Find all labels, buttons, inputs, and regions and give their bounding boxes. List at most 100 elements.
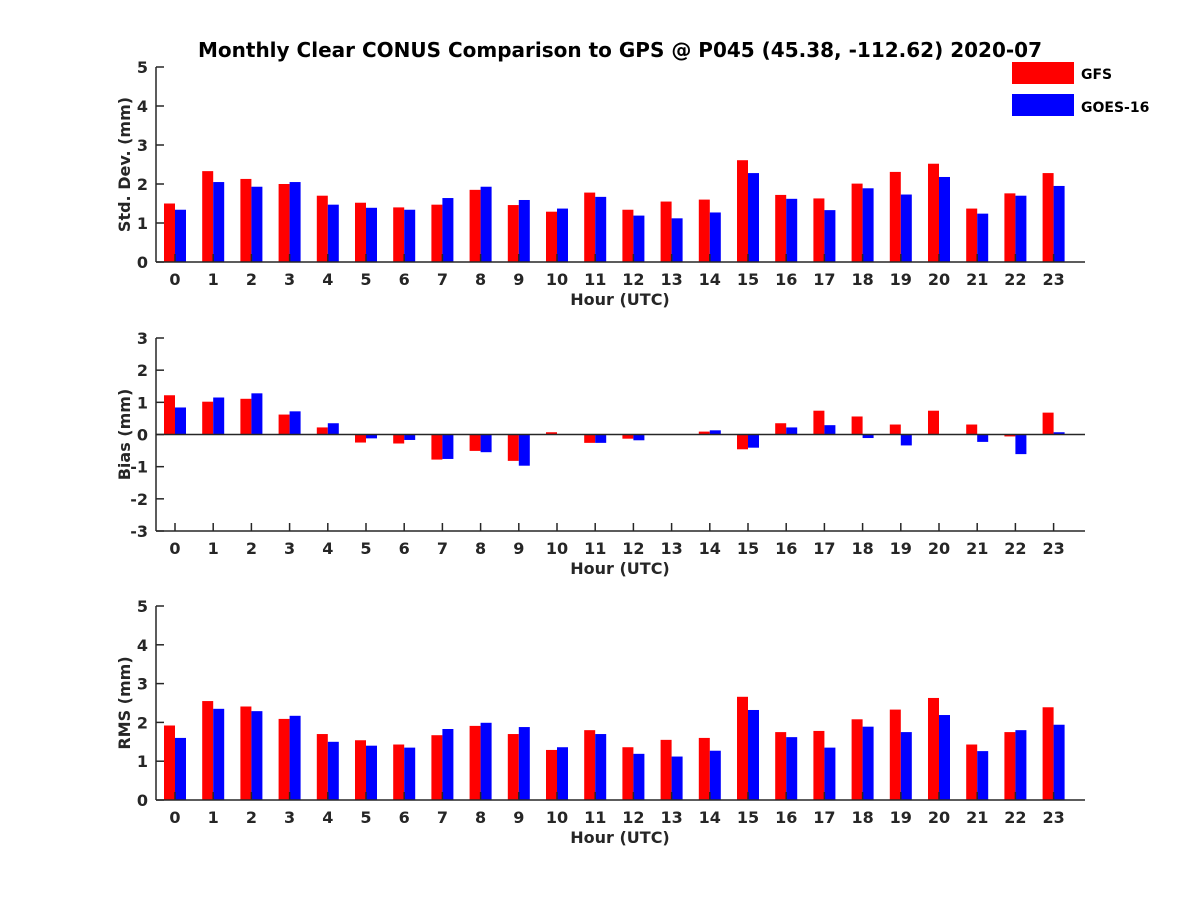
std-dev-bar-gfs-hour-9 [507,205,519,262]
rms-xtick-label: 19 [890,808,912,827]
bias-bar-goes16-hour-2 [251,393,263,435]
bias-xtick-label: 11 [584,539,606,558]
std-dev-xlabel: Hour (UTC) [570,290,670,309]
std-dev-bar-goes16-hour-8 [480,186,492,262]
rms-xtick-label: 18 [851,808,873,827]
std-dev-bar-goes16-hour-15 [748,173,759,262]
std-dev-bar-goes16-hour-21 [977,213,989,262]
bias-bar-goes16-hour-7 [442,434,454,459]
bias-ytick-label: -1 [130,458,148,477]
bias-ytick-label: 1 [137,393,148,412]
rms-xtick-label: 20 [928,808,950,827]
bias-xlabel: Hour (UTC) [570,559,670,578]
bias-xtick-label: 20 [928,539,950,558]
rms-bar-goes16-hour-9 [518,727,530,800]
std-dev-xtick-label: 2 [246,270,257,289]
bias-bar-gfs-hour-23 [1042,412,1054,435]
rms-bar-gfs-hour-16 [775,732,787,800]
rms-bar-gfs-hour-15 [737,696,748,800]
std-dev-bar-gfs-hour-6 [393,207,405,262]
rms-xtick-label: 6 [399,808,410,827]
rms-xtick-label: 9 [513,808,524,827]
rms-bar-gfs-hour-13 [660,739,672,800]
std-dev-bar-goes16-hour-9 [518,199,530,262]
rms-bar-goes16-hour-3 [289,715,301,800]
rms-bar-goes16-hour-4 [327,741,339,800]
std-dev-xtick-label: 1 [208,270,219,289]
std-dev-xtick-label: 4 [322,270,333,289]
bias-xtick-label: 14 [699,539,721,558]
rms-xtick-label: 3 [284,808,295,827]
std-dev-xtick-label: 13 [660,270,682,289]
bias-bar-goes16-hour-1 [213,397,225,435]
std-dev-bar-goes16-hour-22 [1015,195,1027,262]
std-dev-bar-goes16-hour-2 [251,186,263,262]
bias-bar-gfs-hour-1 [202,401,214,435]
std-dev-bar-goes16-hour-0 [175,209,186,262]
std-dev-bar-gfs-hour-0 [164,203,175,262]
legend-swatch-gfs [1012,62,1074,84]
rms-bar-gfs-hour-7 [431,735,443,800]
rms-xtick-label: 1 [208,808,219,827]
rms-bar-gfs-hour-20 [928,697,939,800]
std-dev-bar-gfs-hour-10 [546,211,557,262]
bias-bar-gfs-hour-17 [813,410,825,435]
std-dev-bar-gfs-hour-11 [584,192,596,262]
bias-xtick-label: 23 [1042,539,1064,558]
rms-bar-goes16-hour-22 [1015,730,1027,800]
std-dev-bar-goes16-hour-23 [1053,185,1065,262]
bias-ytick-label: 2 [137,361,148,380]
rms-bar-goes16-hour-15 [748,709,759,800]
rms-xtick-label: 14 [699,808,721,827]
std-dev-bar-goes16-hour-12 [633,215,645,262]
bias-bar-goes16-hour-14 [709,430,721,435]
rms-xtick-label: 8 [475,808,486,827]
rms-bar-gfs-hour-3 [278,718,290,800]
rms-bar-gfs-hour-4 [316,734,328,800]
std-dev-xtick-label: 21 [966,270,988,289]
bias-bar-gfs-hour-15 [737,434,748,450]
std-dev-xtick-label: 11 [584,270,606,289]
std-dev-bar-gfs-hour-13 [660,201,672,262]
bias-xtick-label: 6 [399,539,410,558]
std-dev-ylabel: Std. Dev. (mm) [115,97,134,232]
rms-bar-gfs-hour-1 [202,701,214,800]
std-dev-ytick-label: 2 [137,175,148,194]
rms-bar-goes16-hour-1 [213,708,225,800]
bias-xtick-label: 12 [622,539,644,558]
chart-title: Monthly Clear CONUS Comparison to GPS @ … [198,38,1042,62]
std-dev-bar-gfs-hour-18 [851,183,863,262]
bias-bar-goes16-hour-15 [748,434,759,448]
std-dev-xtick-label: 6 [399,270,410,289]
rms-xtick-label: 21 [966,808,988,827]
bias-xtick-label: 4 [322,539,333,558]
rms-ytick-label: 3 [137,675,148,694]
bias-ytick-label: 0 [137,426,148,445]
rms-bar-goes16-hour-8 [480,722,492,800]
rms-bar-goes16-hour-2 [251,711,263,800]
rms-ytick-label: 5 [137,597,148,616]
rms-bar-goes16-hour-11 [595,734,607,800]
bias-bar-gfs-hour-7 [431,434,443,460]
std-dev-ytick-label: 1 [137,214,148,233]
rms-bar-goes16-hour-12 [633,753,645,800]
rms-bar-goes16-hour-16 [786,737,798,800]
bias-xtick-label: 21 [966,539,988,558]
std-dev-bar-goes16-hour-19 [900,194,912,262]
bias-bar-goes16-hour-5 [366,434,377,439]
rms-bar-gfs-hour-10 [546,749,557,800]
bias-bar-goes16-hour-11 [595,434,607,443]
bias-bar-goes16-hour-12 [633,434,645,441]
bias-xtick-label: 16 [775,539,797,558]
bias-bar-gfs-hour-4 [316,427,328,435]
std-dev-xtick-label: 5 [360,270,371,289]
bias-xtick-label: 15 [737,539,759,558]
rms-xtick-label: 5 [360,808,371,827]
std-dev-bar-goes16-hour-3 [289,182,301,262]
bias-bar-gfs-hour-22 [1004,434,1016,437]
std-dev-ytick-label: 3 [137,136,148,155]
std-dev-bar-goes16-hour-6 [404,209,416,262]
std-dev-xtick-label: 10 [546,270,568,289]
